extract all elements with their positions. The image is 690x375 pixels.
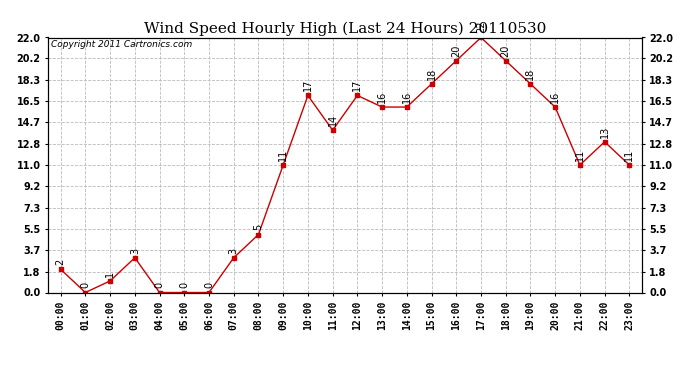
Text: 20: 20 (501, 44, 511, 57)
Text: 2: 2 (56, 259, 66, 265)
Text: 18: 18 (526, 68, 535, 80)
Text: 5: 5 (253, 224, 264, 230)
Text: 20: 20 (451, 44, 461, 57)
Text: 0: 0 (155, 282, 164, 288)
Text: 3: 3 (130, 248, 140, 254)
Text: 18: 18 (426, 68, 437, 80)
Title: Wind Speed Hourly High (Last 24 Hours) 20110530: Wind Speed Hourly High (Last 24 Hours) 2… (144, 22, 546, 36)
Text: 0: 0 (179, 282, 189, 288)
Text: 16: 16 (402, 91, 412, 103)
Text: 16: 16 (377, 91, 387, 103)
Text: 17: 17 (303, 79, 313, 91)
Text: 16: 16 (550, 91, 560, 103)
Text: 3: 3 (229, 248, 239, 254)
Text: Copyright 2011 Cartronics.com: Copyright 2011 Cartronics.com (51, 40, 193, 49)
Text: 11: 11 (624, 148, 634, 161)
Text: 22: 22 (476, 21, 486, 33)
Text: 11: 11 (575, 148, 585, 161)
Text: 14: 14 (328, 114, 337, 126)
Text: 17: 17 (353, 79, 362, 91)
Text: 1: 1 (105, 271, 115, 277)
Text: 0: 0 (204, 282, 214, 288)
Text: 13: 13 (600, 125, 609, 138)
Text: 11: 11 (278, 148, 288, 161)
Text: 0: 0 (81, 282, 90, 288)
